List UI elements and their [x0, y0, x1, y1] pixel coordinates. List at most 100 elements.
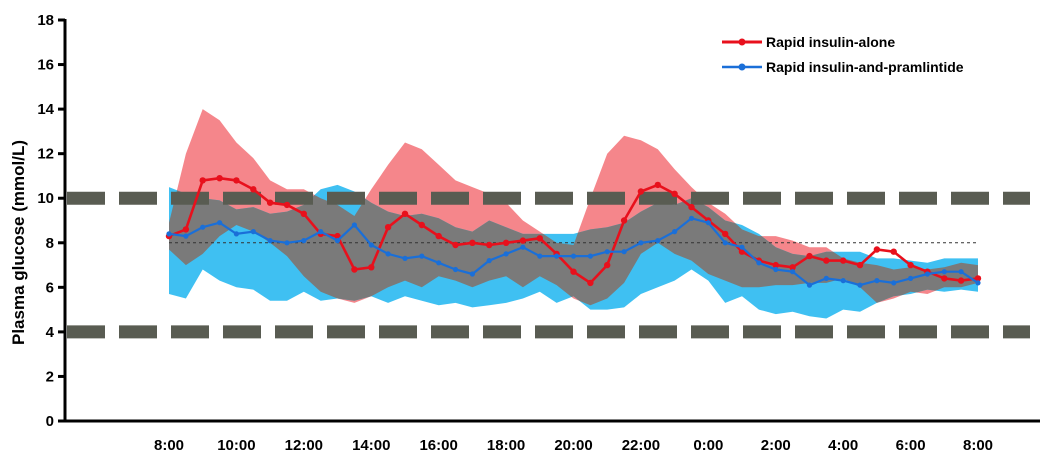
confidence-bands	[169, 109, 978, 319]
point-rapid-insulin-alone	[300, 210, 307, 217]
point-rapid-insulin-alone	[199, 177, 206, 184]
point-rapid-insulin-and-pramlintide	[705, 220, 711, 226]
point-rapid-insulin-alone	[772, 261, 779, 269]
point-rapid-insulin-and-pramlintide	[604, 249, 610, 255]
point-rapid-insulin-and-pramlintide	[891, 280, 897, 286]
point-rapid-insulin-alone	[435, 232, 442, 240]
point-rapid-insulin-alone	[974, 275, 982, 282]
y-tick-label: 14	[37, 101, 54, 118]
point-rapid-insulin-alone	[671, 190, 678, 197]
series-lines	[165, 175, 982, 288]
point-rapid-insulin-alone	[502, 239, 510, 246]
point-rapid-insulin-alone	[519, 237, 527, 244]
point-rapid-insulin-and-pramlintide	[334, 238, 341, 244]
point-rapid-insulin-and-pramlintide	[722, 240, 728, 246]
point-rapid-insulin-alone	[216, 175, 223, 182]
point-rapid-insulin-alone	[840, 257, 847, 264]
point-rapid-insulin-alone	[233, 177, 240, 184]
y-axis-title: Plasma glucose (mmol/L)	[9, 140, 28, 345]
point-rapid-insulin-and-pramlintide	[469, 271, 475, 277]
point-rapid-insulin-and-pramlintide	[840, 278, 846, 284]
point-rapid-insulin-alone	[452, 241, 459, 249]
point-rapid-insulin-and-pramlintide	[368, 242, 374, 248]
point-rapid-insulin-alone	[384, 224, 392, 231]
point-rapid-insulin-and-pramlintide	[739, 244, 745, 250]
point-rapid-insulin-alone	[823, 257, 830, 264]
point-rapid-insulin-and-pramlintide	[975, 280, 981, 286]
x-tick-label: 0:00	[693, 437, 723, 454]
x-ticks: 8:00 10:00 12:00 14:00 16:00 18:00 20:00 22:00 0…	[154, 437, 993, 454]
band-overlap	[169, 184, 978, 306]
point-rapid-insulin-alone	[722, 230, 729, 238]
point-rapid-insulin-and-pramlintide	[688, 215, 695, 221]
point-rapid-insulin-alone	[806, 252, 813, 260]
point-rapid-insulin-alone	[941, 275, 948, 282]
x-tick-label: 22:00	[622, 437, 660, 454]
point-rapid-insulin-alone	[182, 226, 190, 233]
y-tick-label: 2	[46, 368, 54, 385]
point-rapid-insulin-and-pramlintide	[385, 251, 391, 257]
point-rapid-insulin-alone	[368, 264, 375, 271]
point-rapid-insulin-and-pramlintide	[790, 269, 796, 275]
x-tick-label: 6:00	[896, 437, 926, 454]
point-rapid-insulin-and-pramlintide	[941, 269, 947, 275]
point-rapid-insulin-and-pramlintide	[200, 224, 206, 230]
x-tick-label: 4:00	[828, 437, 858, 454]
point-rapid-insulin-and-pramlintide	[924, 271, 931, 277]
point-rapid-insulin-alone	[957, 277, 965, 284]
point-rapid-insulin-and-pramlintide	[503, 251, 509, 257]
point-rapid-insulin-alone	[907, 261, 914, 269]
point-rapid-insulin-alone	[688, 203, 695, 211]
axes	[63, 19, 1040, 423]
y-tick-label: 18	[37, 12, 54, 29]
y-tick-label: 10	[37, 190, 54, 207]
point-rapid-insulin-and-pramlintide	[587, 253, 594, 259]
point-rapid-insulin-and-pramlintide	[267, 238, 273, 244]
point-rapid-insulin-alone	[351, 266, 358, 273]
point-rapid-insulin-and-pramlintide	[284, 240, 290, 246]
point-rapid-insulin-and-pramlintide	[655, 238, 661, 244]
point-rapid-insulin-and-pramlintide	[874, 278, 880, 284]
point-rapid-insulin-and-pramlintide	[672, 229, 678, 235]
point-rapid-insulin-and-pramlintide	[402, 255, 408, 261]
y-tick-label: 4	[46, 324, 55, 341]
y-tick-label: 8	[46, 235, 54, 252]
x-tick-label: 8:00	[963, 437, 993, 454]
y-tick-label: 0	[46, 413, 54, 430]
point-rapid-insulin-alone	[401, 210, 409, 217]
point-rapid-insulin-and-pramlintide	[301, 238, 307, 244]
point-rapid-insulin-alone	[570, 268, 577, 275]
x-tick-label: 16:00	[419, 437, 457, 454]
point-rapid-insulin-alone	[873, 246, 881, 253]
y-tick-label: 12	[37, 146, 54, 163]
legend-label-rapid-insulin-and-pramlintide: Rapid insulin-and-pramlintide	[766, 59, 964, 75]
point-rapid-insulin-and-pramlintide	[351, 222, 357, 228]
point-rapid-insulin-and-pramlintide	[419, 253, 425, 259]
x-tick-label: 18:00	[487, 437, 525, 454]
point-rapid-insulin-and-pramlintide	[756, 260, 762, 266]
point-rapid-insulin-and-pramlintide	[318, 229, 324, 235]
point-rapid-insulin-and-pramlintide	[621, 249, 627, 255]
point-rapid-insulin-and-pramlintide	[806, 282, 813, 288]
point-rapid-insulin-and-pramlintide	[183, 233, 189, 239]
y-ticks: 0 2 4 6 8 10 12 14 16 18	[37, 12, 65, 430]
point-rapid-insulin-alone	[266, 199, 274, 206]
point-rapid-insulin-and-pramlintide	[908, 275, 914, 281]
point-rapid-insulin-alone	[890, 248, 897, 255]
point-rapid-insulin-and-pramlintide	[233, 231, 239, 237]
point-rapid-insulin-and-pramlintide	[452, 266, 459, 273]
legend-marker-rapid-insulin-alone	[738, 38, 746, 46]
point-rapid-insulin-alone	[654, 181, 661, 189]
point-rapid-insulin-and-pramlintide	[537, 253, 543, 259]
point-rapid-insulin-alone	[250, 186, 257, 193]
point-rapid-insulin-alone	[418, 221, 425, 229]
point-rapid-insulin-and-pramlintide	[436, 260, 442, 266]
point-rapid-insulin-and-pramlintide	[570, 253, 577, 259]
point-rapid-insulin-alone	[469, 239, 476, 246]
point-rapid-insulin-and-pramlintide	[250, 229, 256, 235]
point-rapid-insulin-and-pramlintide	[486, 258, 492, 264]
point-rapid-insulin-alone	[587, 279, 594, 287]
point-rapid-insulin-and-pramlintide	[554, 253, 560, 259]
x-tick-label: 2:00	[761, 437, 791, 454]
x-tick-label: 10:00	[217, 437, 255, 454]
